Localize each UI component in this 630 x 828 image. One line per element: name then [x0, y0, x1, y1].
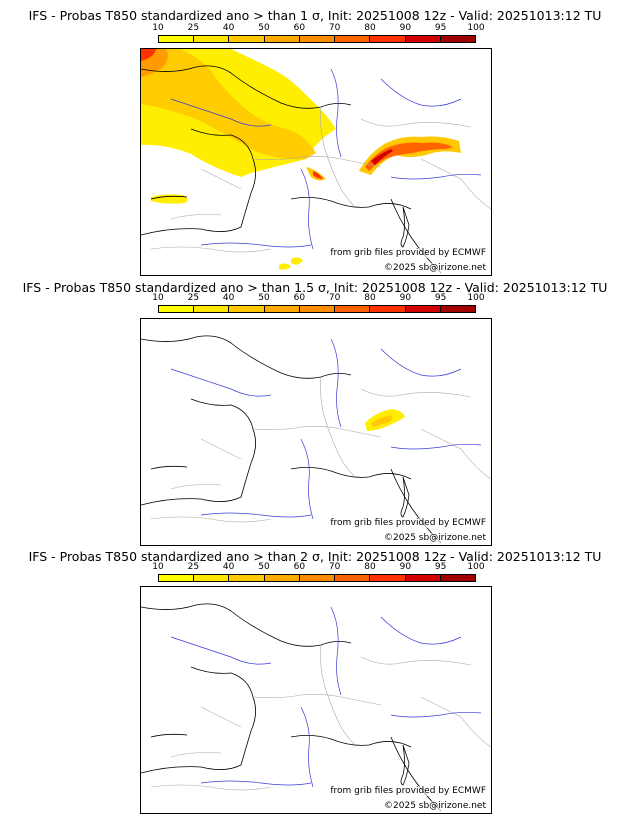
colorbar-tick: 50 — [258, 293, 270, 303]
colorbar-segment — [159, 36, 195, 42]
map-panel-3[interactable]: from grib files provided by ECMWF ©2025 … — [140, 586, 492, 814]
colorbar-segment — [159, 306, 195, 312]
colorbar-tick: 100 — [467, 562, 485, 572]
colorbar-ticks-3: 10 25 40 50 60 70 80 90 95 100 — [152, 562, 484, 573]
colorbar-tick: 70 — [328, 293, 341, 303]
colorbar-1: 10 25 40 50 60 70 80 90 95 100 — [152, 23, 485, 43]
colorbar-segment — [194, 575, 230, 581]
borders-2 — [150, 376, 491, 523]
colorbar-bar-2 — [158, 305, 476, 313]
colorbar-segment — [335, 36, 371, 42]
colorbar-tick: 60 — [293, 293, 306, 303]
colorbar-segment — [229, 36, 265, 42]
copyright-2: ©2025 sb@irizone.net — [383, 533, 487, 543]
coastline-1 — [141, 65, 442, 274]
rivers-1 — [170, 68, 482, 250]
colorbar-segment — [440, 575, 475, 581]
colorbar-tick: 95 — [434, 293, 447, 303]
colorbar-tick: 95 — [434, 562, 447, 572]
colorbar-segment — [370, 36, 406, 42]
colorbar-tick: 60 — [293, 562, 306, 572]
probability-area-1 — [141, 49, 461, 270]
colorbar-bar-1 — [158, 35, 476, 43]
colorbar-segment — [370, 575, 406, 581]
colorbar-tick: 10 — [152, 293, 164, 303]
colorbar-segment — [440, 36, 475, 42]
colorbar-segment — [370, 306, 406, 312]
colorbar-tick: 50 — [258, 23, 270, 33]
colorbar-segment — [229, 575, 265, 581]
colorbar-tick: 80 — [364, 293, 376, 303]
colorbar-segment — [299, 36, 336, 42]
colorbar-tick: 25 — [187, 293, 200, 303]
colorbar-2: 10 25 40 50 60 70 80 90 95 100 — [152, 293, 485, 313]
colorbar-segment — [194, 36, 230, 42]
colorbar-tick: 70 — [328, 562, 341, 572]
colorbar-segment — [264, 575, 300, 581]
colorbar-tick: 25 — [187, 23, 200, 33]
probability-area-2 — [365, 409, 405, 431]
copyright-3: ©2025 sb@irizone.net — [383, 801, 487, 811]
colorbar-tick: 40 — [222, 23, 235, 33]
colorbar-tick: 10 — [152, 562, 164, 572]
copyright-1: ©2025 sb@irizone.net — [383, 263, 487, 273]
map-panel-1[interactable]: from grib files provided by ECMWF ©2025 … — [140, 48, 492, 276]
colorbar-tick: 90 — [399, 293, 412, 303]
colorbar-tick: 25 — [187, 562, 200, 572]
colorbar-segment — [405, 306, 441, 312]
colorbar-tick: 50 — [258, 562, 270, 572]
borders-3 — [150, 644, 491, 791]
map-3 — [141, 603, 491, 812]
colorbar-bar-3 — [158, 574, 476, 582]
source-credit-1: from grib files provided by ECMWF — [329, 248, 487, 258]
map-2 — [141, 335, 491, 544]
colorbar-ticks-1: 10 25 40 50 60 70 80 90 95 100 — [152, 23, 484, 34]
colorbar-segment — [335, 575, 371, 581]
colorbar-tick: 90 — [399, 23, 412, 33]
colorbar-ticks-2: 10 25 40 50 60 70 80 90 95 100 — [152, 293, 484, 304]
colorbar-segment — [194, 306, 230, 312]
rivers-2 — [170, 338, 482, 520]
coastline-2 — [141, 335, 442, 544]
colorbar-tick: 80 — [364, 562, 376, 572]
colorbar-segment — [335, 306, 371, 312]
rivers-3 — [170, 606, 482, 788]
borders-1 — [150, 106, 491, 253]
colorbar-tick: 80 — [364, 23, 376, 33]
colorbar-tick: 100 — [467, 23, 485, 33]
map-title-2: IFS - Probas T850 standardized ano > tha… — [22, 280, 608, 295]
colorbar-3: 10 25 40 50 60 70 80 90 95 100 — [152, 562, 485, 582]
map-title-1: IFS - Probas T850 standardized ano > tha… — [28, 8, 602, 23]
source-credit-2: from grib files provided by ECMWF — [329, 518, 487, 528]
map-1 — [141, 49, 491, 274]
coastline-3 — [141, 603, 442, 812]
source-credit-3: from grib files provided by ECMWF — [329, 786, 487, 796]
colorbar-segment — [405, 575, 441, 581]
map-panel-2[interactable]: from grib files provided by ECMWF ©2025 … — [140, 318, 492, 546]
colorbar-tick: 10 — [152, 23, 164, 33]
colorbar-tick: 40 — [222, 293, 235, 303]
colorbar-segment — [264, 36, 300, 42]
colorbar-tick: 40 — [222, 562, 235, 572]
colorbar-segment — [229, 306, 265, 312]
colorbar-segment — [440, 306, 475, 312]
colorbar-tick: 60 — [293, 23, 306, 33]
colorbar-tick: 90 — [399, 562, 412, 572]
map-title-3: IFS - Probas T850 standardized ano > tha… — [28, 549, 602, 564]
colorbar-segment — [159, 575, 195, 581]
colorbar-segment — [405, 36, 441, 42]
colorbar-segment — [264, 306, 300, 312]
colorbar-tick: 70 — [328, 23, 341, 33]
colorbar-segment — [299, 306, 336, 312]
colorbar-tick: 100 — [467, 293, 485, 303]
colorbar-segment — [299, 575, 336, 581]
colorbar-tick: 95 — [434, 23, 447, 33]
